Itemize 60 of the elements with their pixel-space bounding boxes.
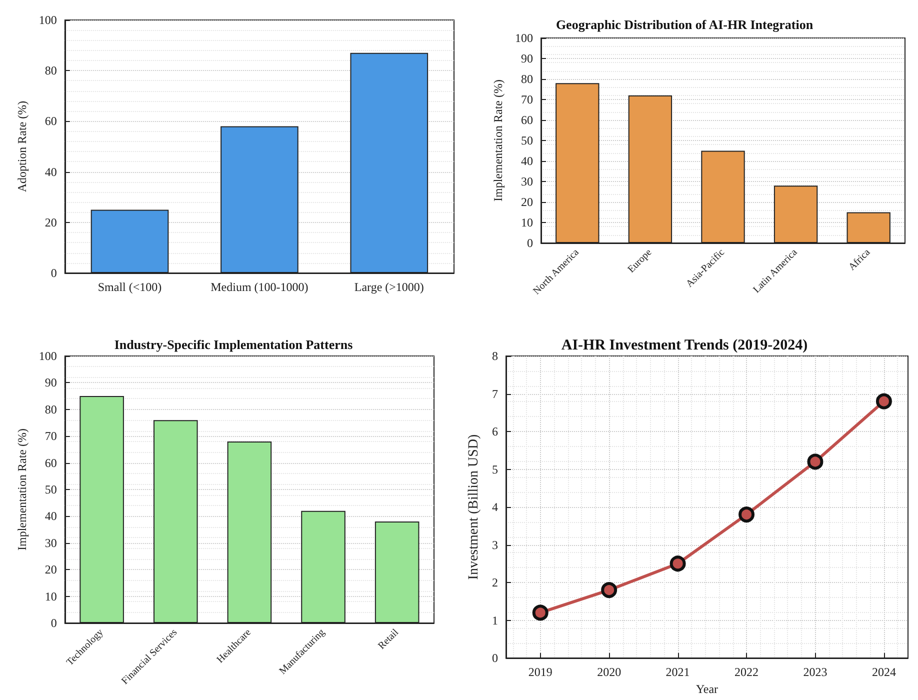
y-tick-label: 20 (44, 215, 57, 230)
y-tick-label: 50 (44, 482, 57, 496)
y-tick-label: 0 (50, 266, 57, 280)
x-tick-label: 2020 (597, 665, 622, 679)
x-tick-label: 2021 (666, 665, 690, 679)
y-tick-label: 100 (38, 13, 57, 27)
y-tick-label: 7 (492, 386, 498, 401)
y-tick-label: 40 (521, 154, 533, 168)
y-tick-label: 70 (44, 429, 57, 444)
y-tick-label: 50 (521, 134, 533, 148)
x-tick-label: Large (>1000) (354, 280, 424, 294)
chart-title: Industry-Specific Implementation Patterns (114, 337, 353, 352)
y-tick-label: 60 (521, 113, 533, 127)
y-tick-label: 60 (44, 456, 57, 470)
x-tick-label: Small (<100) (98, 280, 162, 294)
y-tick-label: 10 (44, 589, 57, 604)
chart-title: Geographic Distribution of AI-HR Integration (556, 17, 814, 32)
x-tick-label: 2022 (734, 665, 759, 679)
y-tick-label: 100 (515, 31, 533, 45)
point (601, 582, 618, 598)
y-tick-label: 1 (492, 613, 498, 628)
point (670, 556, 686, 572)
y-tick-label: 0 (492, 651, 498, 665)
y-tick-label: 4 (492, 500, 498, 514)
y-tick-label: 90 (521, 52, 533, 66)
point (876, 393, 892, 410)
y-tick-label: 3 (492, 538, 498, 552)
y-tick-label: 100 (38, 349, 57, 363)
y-tick-label: 80 (44, 402, 57, 416)
y-axis-title: Implementation Rate (%) (15, 428, 29, 550)
y-axis-title: Adoption Rate (%) (15, 100, 29, 192)
y-tick-label: 90 (44, 376, 57, 390)
y-tick-label: 20 (44, 562, 57, 577)
x-tick-label: 2019 (528, 665, 552, 679)
y-tick-label: 40 (44, 509, 57, 524)
y-axis-title: Implementation Rate (%) (491, 80, 506, 202)
y-tick-label: 10 (521, 216, 533, 230)
x-tick-label: Medium (100-1000) (210, 280, 308, 294)
y-tick-label: 30 (44, 536, 57, 550)
point (738, 506, 755, 523)
chart-title: AI-HR Investment Trends (2019-2024) (561, 338, 808, 354)
y-tick-label: 60 (44, 114, 57, 128)
y-tick-label: 20 (521, 195, 533, 209)
point (807, 454, 824, 470)
y-tick-label: 6 (492, 424, 498, 438)
y-tick-label: 0 (527, 236, 533, 250)
y-tick-label: 70 (521, 92, 533, 106)
y-tick-label: 8 (492, 349, 498, 363)
y-tick-label: 30 (521, 174, 533, 188)
x-axis-title: Year (696, 682, 718, 696)
y-tick-label: 80 (521, 72, 533, 86)
y-tick-label: 5 (492, 462, 498, 476)
x-tick-label: 2023 (803, 665, 828, 679)
point (532, 604, 548, 621)
y-tick-label: 2 (492, 576, 498, 590)
y-tick-label: 40 (44, 164, 57, 179)
y-tick-label: 80 (44, 64, 57, 78)
x-tick-label: 2024 (872, 665, 896, 679)
y-axis-title: Investment (Billion USD) (466, 434, 482, 580)
y-tick-label: 0 (50, 616, 57, 630)
